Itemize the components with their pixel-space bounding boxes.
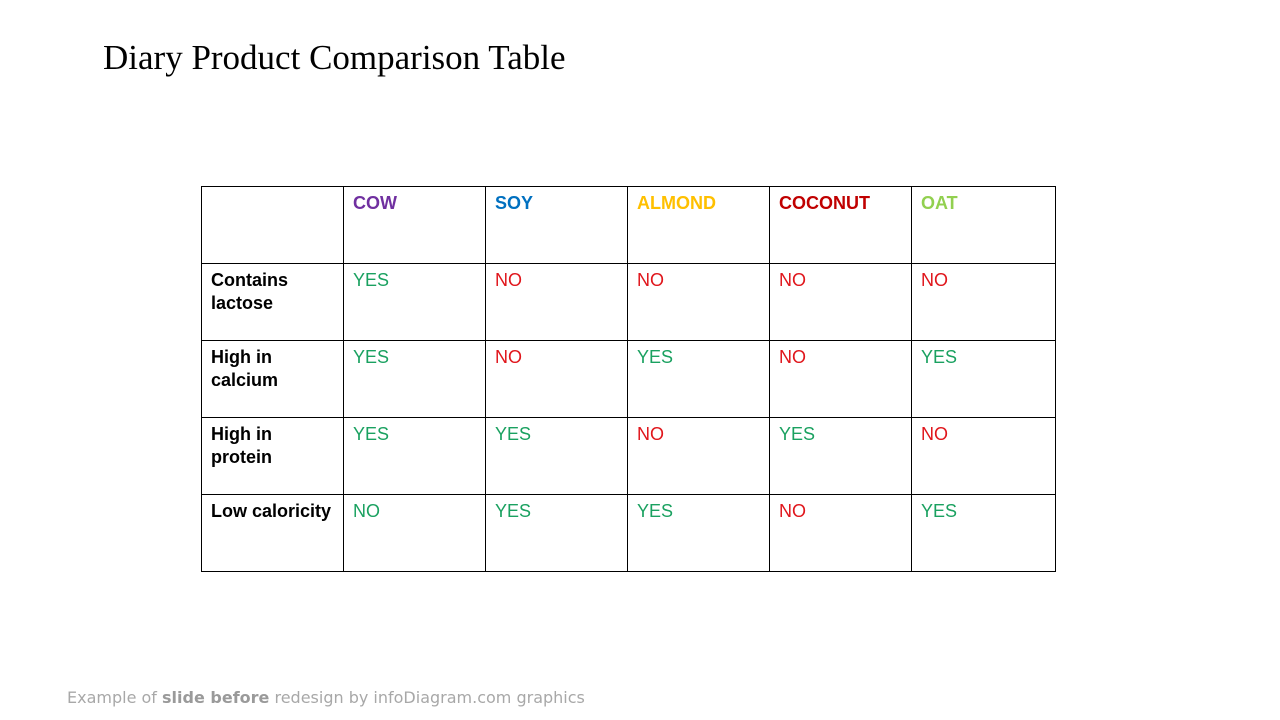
table-row: High in calcium YES NO YES NO YES [201,340,1056,418]
table-cell: YES [769,417,912,495]
row-label: High in protein [201,417,344,495]
table-row: Low caloricity NO YES YES NO YES [201,494,1056,572]
table-cell: YES [911,494,1056,572]
table-cell: NO [769,263,912,341]
column-header-coconut: COCONUT [769,186,912,264]
table-cell: NO [627,263,770,341]
table-cell: NO [769,340,912,418]
footer-suffix: redesign by infoDiagram.com graphics [269,688,585,707]
comparison-table: COW SOY ALMOND COCONUT OAT Contains lact… [201,186,1056,572]
column-header-almond: ALMOND [627,186,770,264]
footer-prefix: Example of [67,688,163,707]
table-cell: YES [627,494,770,572]
table-cell: YES [343,340,486,418]
table-cell: NO [485,340,628,418]
table-cell: NO [911,263,1056,341]
table-cell: YES [627,340,770,418]
slide-title: Diary Product Comparison Table [103,38,566,77]
table-cell: NO [769,494,912,572]
table-row: High in protein YES YES NO YES NO [201,417,1056,495]
table-cell: YES [343,263,486,341]
table-cell: YES [485,494,628,572]
table-cell: YES [911,340,1056,418]
table-row: Contains lactose YES NO NO NO NO [201,263,1056,341]
table-cell: YES [485,417,628,495]
row-label: Low caloricity [201,494,344,572]
footer-credit: Example of slide before redesign by info… [67,688,585,707]
column-header-soy: SOY [485,186,628,264]
table-cell: YES [343,417,486,495]
row-label: High in calcium [201,340,344,418]
table-cell: NO [627,417,770,495]
corner-cell [201,186,344,264]
column-header-oat: OAT [911,186,1056,264]
table-cell: NO [343,494,486,572]
row-label: Contains lactose [201,263,344,341]
table-cell: NO [911,417,1056,495]
header-row: COW SOY ALMOND COCONUT OAT [201,186,1056,264]
table-cell: NO [485,263,628,341]
footer-bold: slide before [162,688,270,707]
column-header-cow: COW [343,186,486,264]
